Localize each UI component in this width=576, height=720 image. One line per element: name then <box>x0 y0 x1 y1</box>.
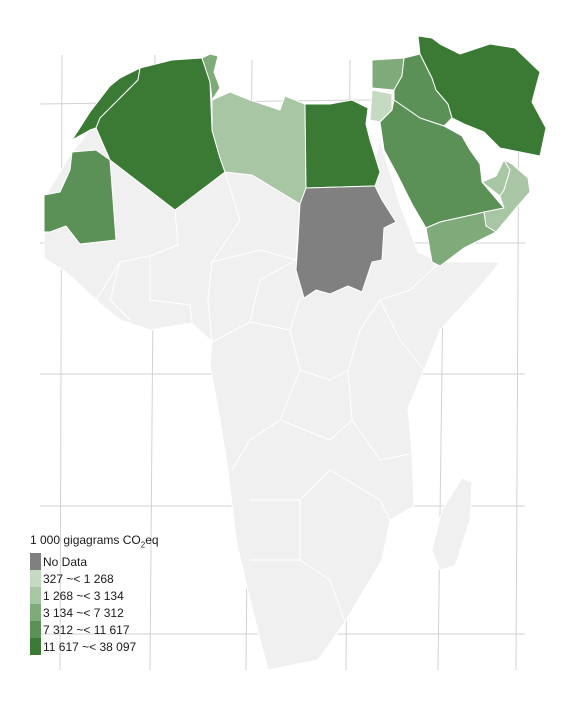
border-line <box>347 369 411 461</box>
border-line <box>299 500 346 623</box>
legend-item: 7 312 ~< 11 617 <box>30 621 159 639</box>
border-line <box>250 469 391 521</box>
legend-swatch <box>30 604 41 622</box>
region-yemen <box>425 211 497 267</box>
legend-item: 3 134 ~< 7 312 <box>30 604 159 622</box>
legend-label: 1 268 ~< 3 134 <box>43 588 124 603</box>
legend-title-suffix: eq <box>145 533 159 547</box>
border-line <box>149 256 193 324</box>
legend-swatch <box>30 553 41 571</box>
region-tunisia <box>201 53 221 101</box>
legend-swatch <box>30 638 41 656</box>
legend-title-subscript: 2 <box>140 540 146 550</box>
legend-swatch <box>30 570 41 588</box>
legend-item: 327 ~< 1 268 <box>30 570 159 588</box>
border-line <box>379 261 441 301</box>
legend-swatch <box>30 587 41 605</box>
border-line <box>211 249 297 263</box>
border-line <box>211 203 301 343</box>
country-borders <box>95 171 441 623</box>
legend-label: 7 312 ~< 11 617 <box>43 622 130 637</box>
legend-item: No Data <box>30 553 159 571</box>
legend-label: 327 ~< 1 268 <box>43 571 114 586</box>
region-iran <box>417 35 547 157</box>
legend: 1 000 gigagrams CO2eq No Data 327 ~< 1 2… <box>30 533 159 656</box>
legend-label: 11 617 ~< 38 097 <box>43 639 137 654</box>
border-line <box>279 419 353 441</box>
madagascar <box>431 477 473 571</box>
legend-label: 3 134 ~< 7 312 <box>43 605 124 620</box>
legend-title-prefix: 1 000 gigagrams CO <box>30 533 141 547</box>
legend-item: 11 617 ~< 38 097 <box>30 638 159 656</box>
legend-swatch <box>30 621 41 639</box>
border-line <box>231 369 301 471</box>
border-line <box>379 299 425 371</box>
legend-item: 1 268 ~< 3 134 <box>30 587 159 605</box>
region-mauritania <box>43 149 117 245</box>
legend-title: 1 000 gigagrams CO2eq <box>30 533 159 549</box>
graticule-line <box>59 54 63 671</box>
legend-label: No Data <box>43 554 88 569</box>
region-egypt <box>304 99 381 189</box>
border-line <box>289 299 381 381</box>
region-sudan <box>295 185 397 299</box>
border-line <box>109 261 131 321</box>
